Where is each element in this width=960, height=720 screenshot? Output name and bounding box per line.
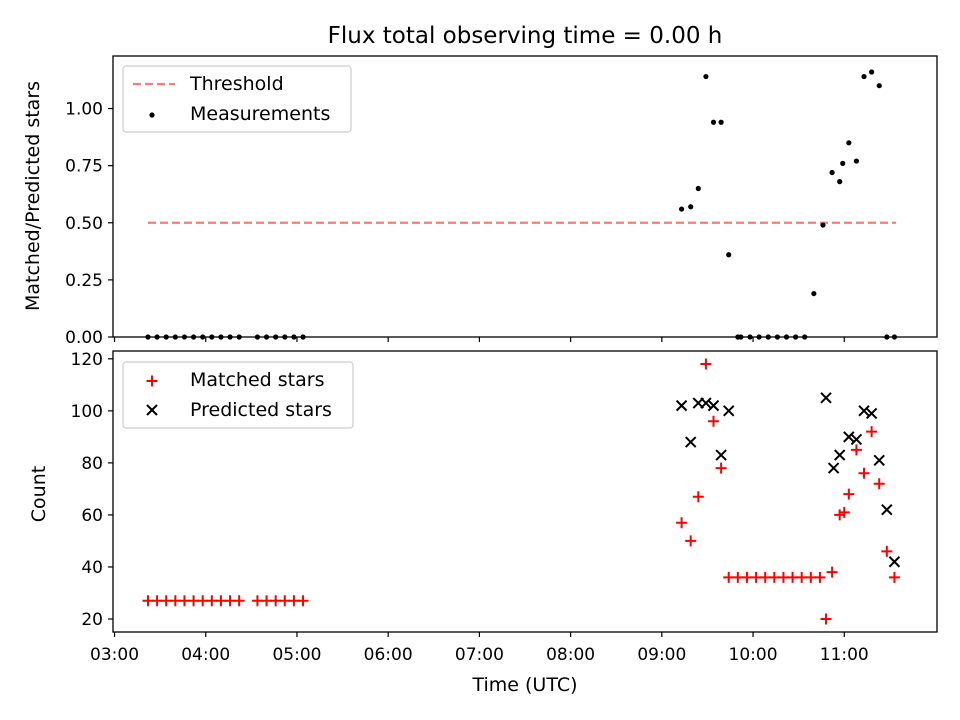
top-y-tick-label: 0.25	[65, 271, 103, 291]
measurement-point	[703, 73, 709, 80]
legend-matched-swatch	[146, 375, 158, 387]
predicted-star-point	[850, 433, 863, 446]
predicted-star-point	[888, 556, 901, 568]
predicted-star-point	[700, 397, 712, 409]
top-y-tick-label: 0.75	[65, 157, 103, 177]
bottom-legend: Matched stars Predicted stars	[122, 361, 354, 429]
measurement-point	[820, 222, 826, 228]
measurement-point	[695, 185, 701, 192]
matched-star-point	[692, 491, 704, 503]
matched-star-point	[233, 595, 245, 607]
top-y-tick-label: 0.50	[65, 214, 103, 234]
bottom-y-axis-label: Count	[28, 466, 50, 522]
bottom-axes-frame	[112, 350, 938, 633]
measurement-point	[678, 206, 685, 212]
matched-star-point	[297, 595, 309, 607]
predicted-star-point	[881, 504, 893, 516]
bottom-y-tick-label: 40	[81, 558, 103, 578]
x-tick-label: 09:00	[637, 645, 686, 665]
measurement-point	[846, 140, 852, 146]
legend-predicted-label: Predicted stars	[190, 399, 332, 421]
predicted-star-point	[685, 436, 697, 448]
legend-threshold-label: Threshold	[189, 73, 284, 95]
top-y-tick-label: 1.00	[65, 100, 103, 120]
matched-star-point	[715, 462, 727, 474]
x-tick-label: 05:00	[272, 645, 321, 665]
predicted-star-point	[858, 405, 870, 417]
matched-star-point	[850, 444, 862, 456]
measurement-point	[853, 158, 860, 164]
measurement-point	[710, 119, 717, 125]
x-tick-label: 08:00	[546, 645, 595, 665]
predicted-star-point	[723, 405, 735, 417]
predicted-star-point	[820, 392, 832, 404]
x-axis-label: Time (UTC)	[471, 674, 577, 696]
legend-matched-label: Matched stars	[190, 369, 324, 391]
matched-star-point	[888, 571, 900, 583]
bottom-y-tick-label: 20	[81, 610, 103, 630]
predicted-star-point	[873, 454, 885, 466]
x-tick-label: 06:00	[364, 645, 413, 665]
top-legend: Threshold Measurements	[122, 65, 352, 133]
x-tick-label: 10:00	[729, 645, 778, 665]
legend-predicted-swatch	[146, 404, 158, 416]
measurement-point	[840, 160, 846, 166]
matched-star-point	[881, 545, 893, 557]
predicted-star-point	[707, 399, 720, 412]
x-tick-label: 04:00	[181, 645, 230, 665]
measurement-point	[837, 179, 843, 185]
top-y-tick-label: 0.00	[65, 328, 103, 348]
measurement-point	[829, 169, 835, 176]
legend-measurements-swatch	[149, 112, 155, 118]
measurement-point	[718, 119, 724, 125]
x-tick-label: 03:00	[90, 645, 139, 665]
x-tick-label: 11:00	[820, 645, 869, 665]
matched-star-point	[820, 613, 832, 625]
measurement-point	[876, 83, 882, 89]
predicted-star-point	[865, 407, 878, 420]
x-tick-label: 07:00	[455, 645, 504, 665]
matched-star-point	[843, 488, 855, 500]
measurement-point	[726, 252, 732, 258]
bottom-y-tick-label: 60	[81, 506, 103, 526]
measurement-point	[869, 69, 875, 75]
matched-star-point	[826, 566, 838, 578]
predicted-star-point	[827, 462, 840, 474]
predicted-star-point	[833, 449, 846, 461]
bottom-plot-area: 20 40 60 80 100 120 03:00 04:00 05:00 06:00 07:00 0…	[71, 350, 901, 665]
predicted-star-point	[843, 431, 855, 443]
measurement-point	[861, 73, 867, 80]
bottom-legend-box	[122, 361, 354, 429]
matched-star-point	[858, 467, 870, 479]
matched-star-point	[866, 426, 878, 438]
measurement-point	[688, 204, 694, 210]
measurement-point	[811, 290, 817, 297]
bottom-y-tick-label: 100	[71, 402, 103, 422]
legend-measurements-label: Measurements	[190, 103, 330, 125]
predicted-star-point	[675, 399, 688, 412]
matched-star-point	[814, 571, 826, 583]
matched-star-point	[685, 535, 697, 547]
top-axes-frame	[112, 55, 938, 338]
matched-star-point	[676, 517, 688, 529]
matched-star-point	[873, 478, 885, 490]
top-legend-box	[122, 65, 352, 133]
matched-star-point	[700, 358, 712, 370]
chart-title: Flux total observing time = 0.00 h	[328, 23, 723, 49]
matched-star-point	[838, 506, 850, 518]
bottom-y-tick-label: 80	[81, 454, 103, 474]
predicted-star-point	[715, 449, 727, 461]
top-y-axis-label: Matched/Predicted stars	[22, 81, 44, 311]
matched-star-point	[708, 415, 720, 427]
bottom-y-tick-label: 120	[71, 350, 103, 370]
